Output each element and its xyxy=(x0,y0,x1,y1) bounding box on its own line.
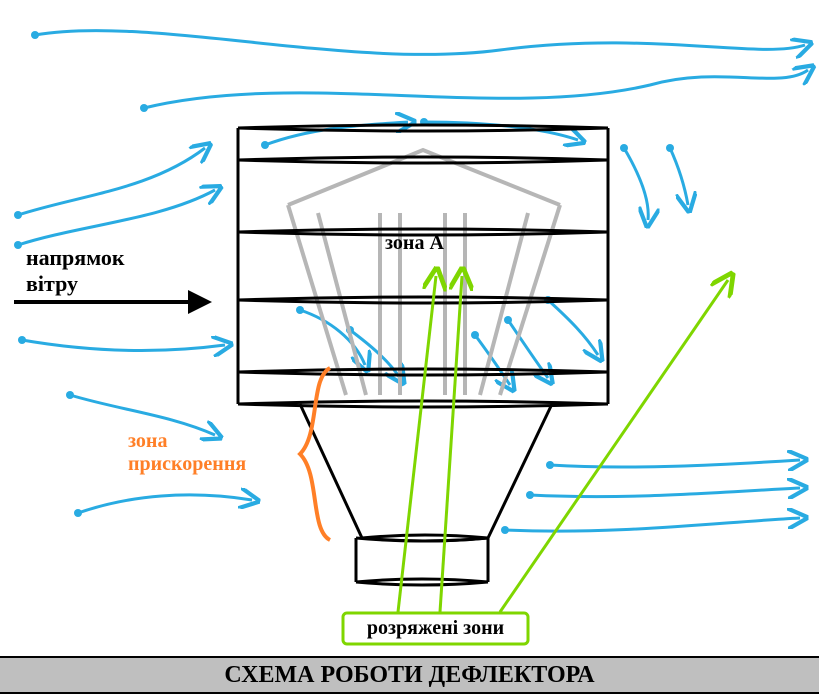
title-bar: СХЕМА РОБОТИ ДЕФЛЕКТОРА xyxy=(0,656,819,694)
diagram-title: СХЕМА РОБОТИ ДЕФЛЕКТОРА xyxy=(224,662,594,688)
acceleration-zone-bracket xyxy=(300,368,330,540)
acceleration-zone-label: зона прискорення xyxy=(128,430,246,476)
zone-a-label: зона А xyxy=(385,232,444,255)
diagram-canvas xyxy=(0,0,819,694)
rarefied-zones-label: розряжені зони xyxy=(343,617,528,640)
wind-direction-label: напрямок вітру xyxy=(26,245,125,297)
rarefied-zone-arrows xyxy=(398,276,728,612)
deflector-structure xyxy=(238,125,608,585)
